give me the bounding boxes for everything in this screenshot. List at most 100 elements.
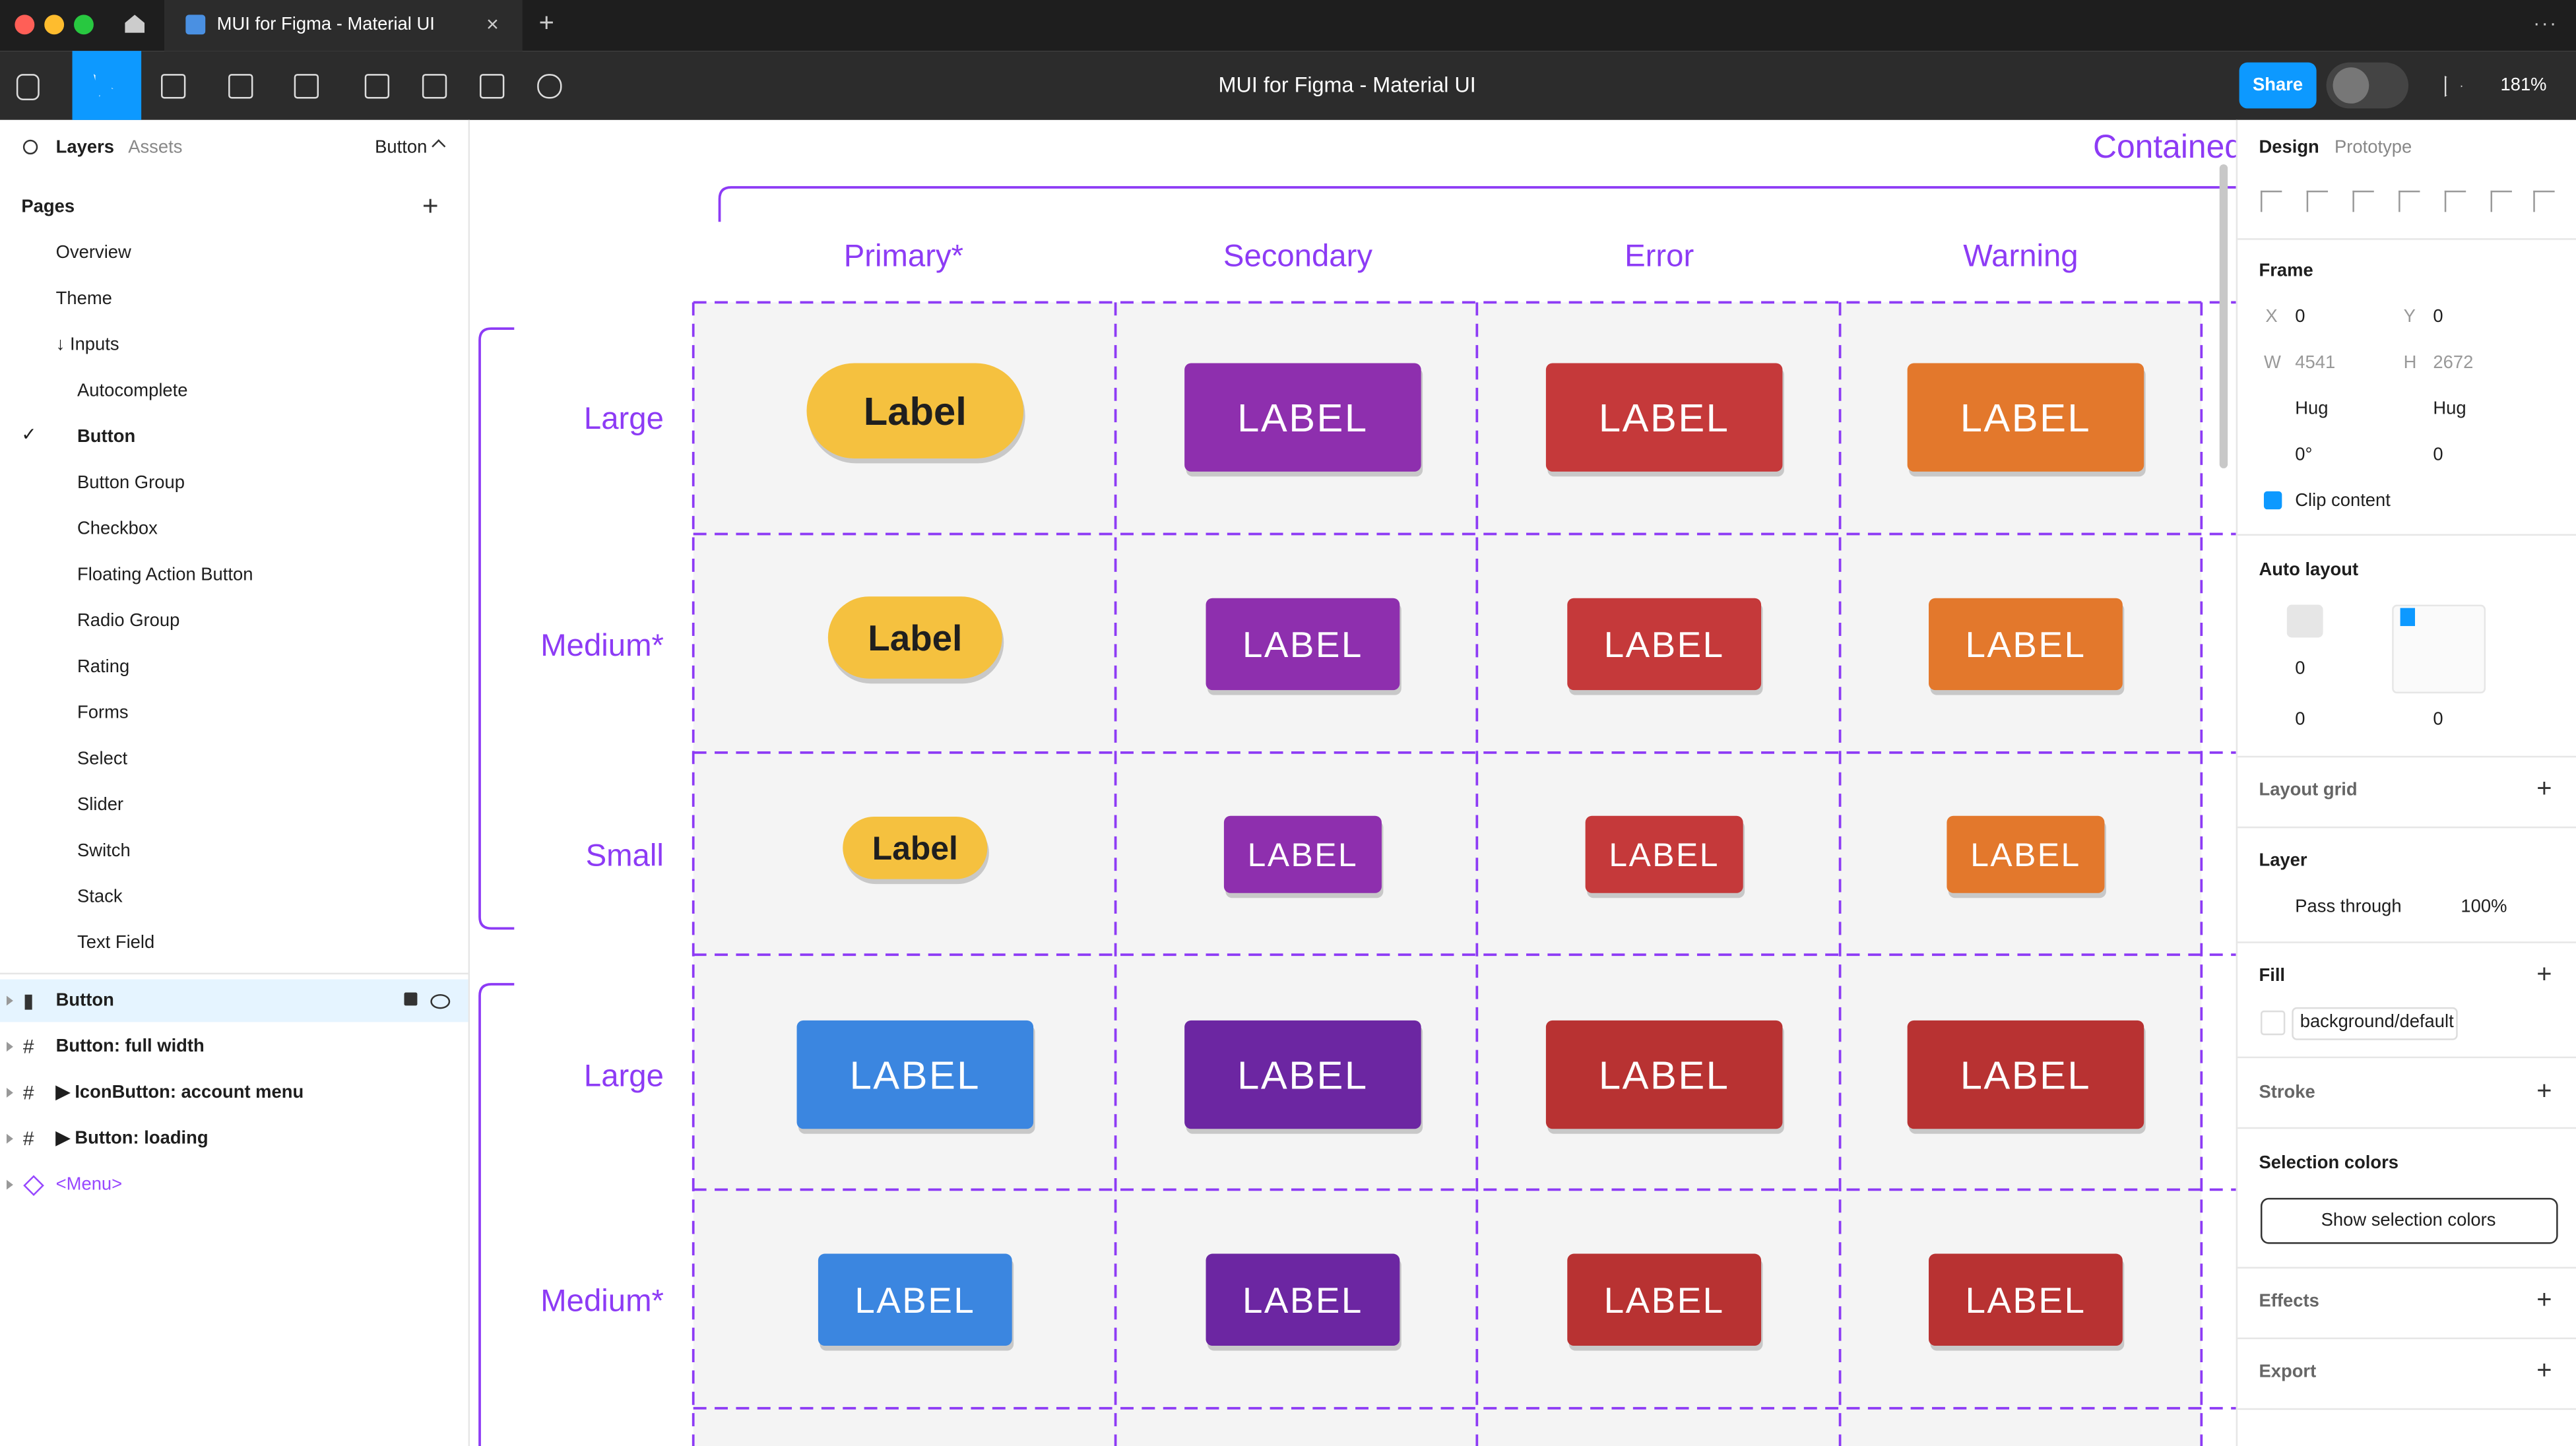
button — [1929, 598, 2123, 691]
show-colors-button[interactable] — [2260, 1197, 2558, 1244]
page-selector[interactable]: Button — [375, 138, 428, 158]
align-icon[interactable] — [2490, 190, 2512, 212]
page-item[interactable]: ↓ Inputs — [55, 335, 119, 356]
field-label: X — [2265, 307, 2278, 327]
checkbox-label: Clip content — [2295, 491, 2391, 511]
tab-close[interactable]: × — [486, 11, 499, 36]
more-menu[interactable]: ··· — [2533, 11, 2558, 35]
comment-tool[interactable] — [537, 74, 562, 99]
page-item[interactable]: Stack — [77, 887, 123, 907]
style-chip[interactable] — [2292, 1007, 2458, 1040]
field-value[interactable]: 100% — [2461, 897, 2507, 917]
field-value[interactable]: 2672 — [2433, 353, 2474, 373]
canvas: Contained Primary* Secondary Error Warning La… — [470, 119, 2236, 1446]
layer-item[interactable]: ▶ IconButton: account menu — [55, 1083, 304, 1103]
section-heading: Layout grid — [2259, 780, 2358, 801]
figma-menu[interactable] — [16, 74, 40, 100]
page-item[interactable]: Theme — [55, 289, 112, 309]
new-tab[interactable]: + — [538, 9, 554, 38]
page-item[interactable]: Floating Action Button — [77, 565, 253, 585]
layer-item[interactable]: ▶ Button: loading — [55, 1129, 209, 1149]
page-item[interactable]: Rating — [77, 657, 130, 677]
zoom-level[interactable]: 181% — [2500, 75, 2547, 96]
section-title: Contained — [2093, 128, 2236, 165]
layer-item[interactable]: <Menu> — [55, 1174, 123, 1195]
frame-tool[interactable] — [161, 74, 186, 99]
section-divider — [2238, 826, 2576, 829]
resources-tool[interactable] — [422, 74, 447, 99]
field-value[interactable]: 0 — [2433, 710, 2443, 730]
shape-tool[interactable] — [228, 74, 253, 99]
design-tab[interactable]: Design — [2259, 138, 2319, 158]
page-item[interactable]: Forms — [77, 703, 129, 723]
field-value[interactable]: 0 — [2295, 307, 2305, 327]
field-value[interactable]: 0° — [2295, 445, 2313, 465]
button — [1567, 598, 1762, 691]
button — [827, 596, 1002, 679]
align-icon[interactable] — [2399, 190, 2420, 212]
field-value[interactable]: 0 — [2433, 307, 2443, 327]
field-value[interactable]: 0 — [2295, 710, 2305, 730]
add-button[interactable]: + — [2536, 1286, 2552, 1315]
button-label: Label — [872, 830, 958, 867]
page-item[interactable]: Slider — [77, 795, 124, 815]
right-panel — [2236, 119, 2576, 1446]
add-button[interactable]: + — [2536, 961, 2552, 990]
section-heading: Fill — [2259, 966, 2286, 986]
checkbox[interactable] — [2263, 491, 2282, 510]
page-item[interactable]: Button Group — [77, 473, 185, 493]
button — [1567, 1253, 1762, 1346]
add-button[interactable]: + — [2536, 1078, 2552, 1106]
share-button[interactable] — [2239, 62, 2317, 109]
align-icon[interactable] — [2533, 190, 2555, 212]
assets-tab[interactable]: Assets — [128, 138, 183, 158]
page-item[interactable]: Button — [77, 427, 136, 447]
section-heading: Selection colors — [2259, 1153, 2399, 1174]
section-heading: Stroke — [2259, 1083, 2315, 1103]
button-text: Show selection colors — [2321, 1210, 2496, 1231]
text-tool[interactable] — [364, 74, 390, 99]
prototype-tab[interactable]: Prototype — [2334, 138, 2412, 158]
page-item[interactable]: Select — [77, 749, 128, 769]
field-value[interactable]: 0 — [2295, 658, 2305, 679]
page-item[interactable]: Radio Group — [77, 611, 180, 631]
field-label: Y — [2403, 307, 2416, 327]
field-label: H — [2403, 353, 2417, 373]
page-item[interactable]: Autocomplete — [77, 381, 188, 401]
layer-item[interactable]: Button — [55, 991, 114, 1011]
align-icon[interactable] — [2444, 190, 2466, 212]
field-value[interactable]: Hug — [2433, 399, 2466, 420]
file-tab[interactable] — [164, 0, 523, 51]
field-value[interactable]: Pass through — [2295, 897, 2402, 917]
direction-toggle[interactable] — [2286, 604, 2323, 638]
page-item[interactable]: Switch — [77, 841, 131, 862]
align-icon[interactable] — [2306, 190, 2329, 212]
frame-icon: # — [22, 1081, 34, 1104]
move-tool[interactable] — [72, 51, 142, 120]
toolbar — [0, 51, 2576, 120]
pen-tool[interactable] — [294, 74, 319, 99]
button-label: LABEL — [854, 1280, 975, 1321]
align-icon[interactable] — [2260, 190, 2282, 212]
add-page[interactable]: + — [422, 190, 439, 222]
field-value[interactable]: 0 — [2433, 445, 2443, 465]
align-icon[interactable] — [2352, 190, 2374, 212]
button-label: LABEL — [1960, 396, 2091, 440]
page-item[interactable]: Checkbox — [77, 519, 158, 540]
page-item[interactable]: Overview — [55, 243, 131, 263]
button-label: LABEL — [1242, 1280, 1363, 1321]
field-value[interactable]: 4541 — [2295, 353, 2336, 373]
page-item[interactable]: Text Field — [77, 933, 155, 953]
layer-item[interactable]: Button: full width — [55, 1036, 205, 1057]
section-heading: Effects — [2259, 1291, 2319, 1311]
field-value[interactable]: Hug — [2295, 399, 2329, 420]
layers-tab[interactable]: Layers — [55, 138, 115, 158]
frame-icon: ▮ — [22, 989, 34, 1013]
add-button[interactable]: + — [2536, 1357, 2552, 1385]
column-header: Primary* — [844, 239, 963, 274]
file-icon — [185, 15, 206, 35]
button-label: LABEL — [1599, 1053, 1729, 1098]
hand-tool[interactable] — [480, 74, 505, 99]
button-label: LABEL — [1609, 836, 1719, 873]
add-button[interactable]: + — [2536, 775, 2552, 804]
